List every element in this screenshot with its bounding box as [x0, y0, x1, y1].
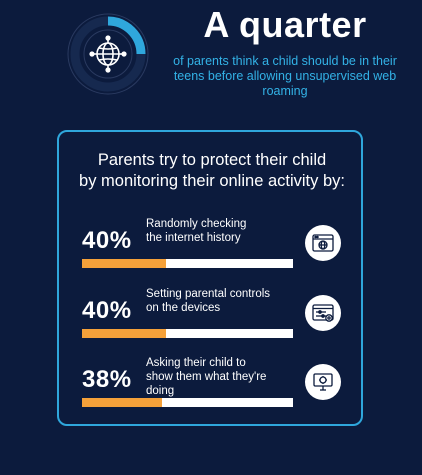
panel-title: Parents try to protect their child by mo…: [59, 150, 365, 192]
progress-bar-track: [82, 329, 293, 338]
progress-bar-fill: [82, 259, 167, 268]
settings-window-icon: [305, 295, 341, 331]
progress-bar-fill: [82, 398, 163, 407]
stat-percent: 40%: [82, 227, 132, 254]
stat-percent: 38%: [82, 366, 132, 393]
monitoring-panel: Parents try to protect their child by mo…: [57, 130, 363, 426]
subtitle: of parents think a child should be in th…: [173, 54, 397, 98]
globe-icon: [89, 35, 127, 73]
browser-globe-icon: [305, 225, 341, 261]
headline: A quarter: [203, 4, 367, 45]
progress-bar-track: [82, 259, 293, 268]
quarter-ring-fill: [107, 16, 146, 55]
progress-bar-track: [82, 398, 293, 407]
stat-description-line-2: the internet history: [146, 232, 241, 244]
stat-description-line-1: Asking their child to: [146, 357, 246, 369]
monitor-tools-icon: [305, 364, 341, 400]
stat-description: Setting parental controls on the devices: [146, 287, 296, 315]
progress-bar-fill: [82, 329, 167, 338]
panel-title-line-1: Parents try to protect their child: [97, 151, 327, 169]
stat-description-line-1: Randomly checking: [146, 218, 247, 230]
stat-row-ask-child: 38% Asking their child to show them what…: [59, 354, 365, 414]
panel-title-line-2: by monitoring their online activity by:: [79, 172, 345, 190]
stat-description-line-2: on the devices: [146, 302, 221, 314]
stat-row-history: 40% Randomly checking the internet histo…: [59, 215, 365, 275]
stat-description: Randomly checking the internet history: [146, 217, 296, 245]
stat-description-line-1: Setting parental controls: [146, 288, 271, 300]
stat-description-line-2: show them what they're doing: [146, 371, 267, 397]
stat-row-parental-controls: 40% Setting parental controls on the dev…: [59, 285, 365, 345]
stat-percent: 40%: [82, 297, 132, 324]
quarter-ring-graphic: [67, 13, 149, 95]
stat-description: Asking their child to show them what the…: [146, 356, 296, 398]
